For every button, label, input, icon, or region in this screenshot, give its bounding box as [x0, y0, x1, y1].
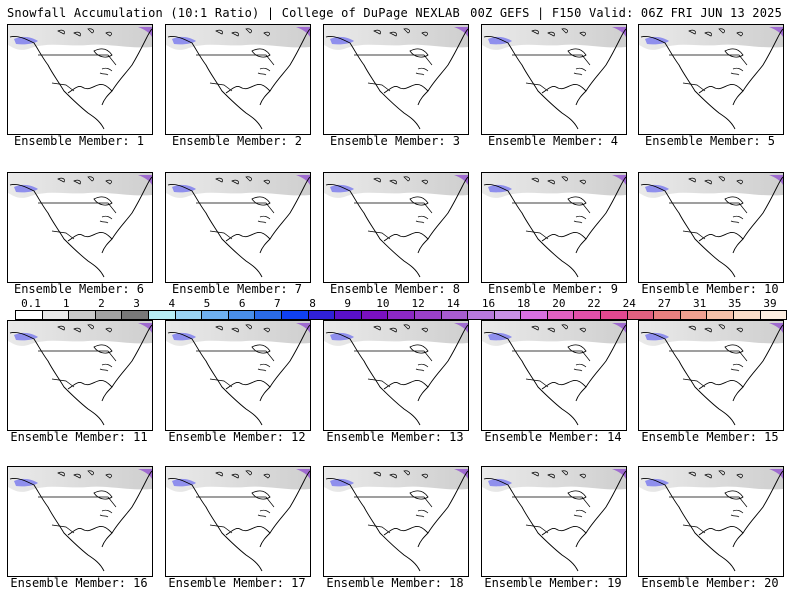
ensemble-member-6-map[interactable] [7, 172, 153, 283]
colorbar-tick-label: 5 [203, 297, 211, 310]
ensemble-member-6-label: Ensemble Member: 6 [13, 282, 145, 296]
colorbar-swatch [202, 311, 229, 319]
colorbar-swatch [95, 311, 123, 319]
colorbar-tick-label: 31 [692, 297, 707, 310]
colorbar-swatch [148, 311, 176, 319]
ensemble-member-1-map[interactable] [7, 24, 153, 135]
ensemble-member-5-map[interactable] [638, 24, 784, 135]
ensemble-member-10-map[interactable] [638, 172, 784, 283]
colorbar-tick-label: 2 [98, 297, 105, 310]
ensemble-member-8-label: Ensemble Member: 8 [329, 282, 461, 296]
ensemble-member-16-label: Ensemble Member: 16 [10, 576, 148, 590]
colorbar-tick-label: 7 [274, 297, 281, 310]
colorbar-swatch [627, 311, 655, 319]
ensemble-member-15-map[interactable] [638, 320, 784, 431]
ensemble-member-5-label: Ensemble Member: 5 [644, 134, 776, 148]
colorbar-tick-label: 39 [763, 297, 777, 310]
colorbar-tick-label: 0.1 [21, 297, 41, 310]
colorbar-tick-label: 3 [133, 297, 140, 310]
colorbar-swatch [441, 311, 469, 319]
ensemble-member-2-map[interactable] [165, 24, 311, 135]
ensemble-member-13-map[interactable] [323, 320, 469, 431]
ensemble-member-19-label: Ensemble Member: 19 [484, 576, 622, 590]
colorbar-swatch [521, 311, 548, 319]
colorbar-tick-label: 22 [587, 297, 601, 310]
colorbar-swatch [707, 311, 735, 319]
colorbar-tick-label: 6 [238, 297, 246, 310]
ensemble-member-19-map[interactable] [481, 466, 627, 577]
ensemble-member-17-map[interactable] [165, 466, 311, 577]
colorbar-tick-label: 20 [552, 297, 566, 310]
colorbar-swatch [654, 311, 681, 319]
ensemble-member-14-map[interactable] [481, 320, 627, 431]
colorbar-swatch [335, 311, 362, 319]
colorbar-tick-label: 8 [309, 297, 316, 310]
colorbar-tick-label: 1 [62, 297, 70, 310]
colorbar-swatch [680, 311, 708, 319]
colorbar-swatch [388, 311, 415, 319]
colorbar-tick-label: 4 [168, 297, 176, 310]
ensemble-member-12-map[interactable] [165, 320, 311, 431]
colorbar-swatch [122, 311, 149, 319]
ensemble-member-4-label: Ensemble Member: 4 [487, 134, 619, 148]
colorbar-swatch [547, 311, 575, 319]
ensemble-member-3-map[interactable] [323, 24, 469, 135]
colorbar-swatch [361, 311, 389, 319]
ensemble-member-14-label: Ensemble Member: 14 [484, 430, 622, 444]
colorbar-tick-label: 35 [728, 297, 742, 310]
ensemble-member-3-label: Ensemble Member: 3 [329, 134, 461, 148]
colorbar-swatch [601, 311, 628, 319]
colorbar-swatch [494, 311, 522, 319]
colorbar-swatch [414, 311, 442, 319]
map-title: Snowfall Accumulation (10:1 Ratio) | Col… [7, 6, 460, 20]
colorbar-tick-label: 12 [411, 297, 425, 310]
model-valid-time: 00Z GEFS | F150 Valid: 06Z FRI JUN 13 20… [470, 6, 782, 20]
ensemble-member-16-map[interactable] [7, 466, 153, 577]
colorbar-tick-label: 16 [481, 297, 496, 310]
colorbar-swatch [42, 311, 70, 319]
colorbar-swatch [255, 311, 282, 319]
ensemble-member-9-map[interactable] [481, 172, 627, 283]
ensemble-member-4-map[interactable] [481, 24, 627, 135]
ensemble-member-15-label: Ensemble Member: 15 [641, 430, 779, 444]
colorbar-tick-label: 10 [376, 297, 390, 310]
colorbar-tick-label: 24 [622, 297, 636, 310]
ensemble-member-1-label: Ensemble Member: 1 [13, 134, 145, 148]
colorbar-tick-label: 18 [517, 297, 531, 310]
colorbar-tick-label: 14 [446, 297, 460, 310]
colorbar-swatch [308, 311, 336, 319]
colorbar-swatch [228, 311, 256, 319]
ensemble-member-13-label: Ensemble Member: 13 [326, 430, 464, 444]
ensemble-member-8-map[interactable] [323, 172, 469, 283]
ensemble-member-18-label: Ensemble Member: 18 [326, 576, 464, 590]
ensemble-member-11-label: Ensemble Member: 11 [10, 430, 148, 444]
colorbar-tick-label: 9 [344, 297, 352, 310]
ensemble-member-18-map[interactable] [323, 466, 469, 577]
colorbar-tick-label: 27 [657, 297, 672, 310]
ensemble-member-12-label: Ensemble Member: 12 [168, 430, 306, 444]
ensemble-member-20-map[interactable] [638, 466, 784, 577]
colorbar-swatch [468, 311, 495, 319]
ensemble-member-7-map[interactable] [165, 172, 311, 283]
snowfall-colorbar [15, 310, 787, 320]
ensemble-member-10-label: Ensemble Member: 10 [641, 282, 779, 296]
colorbar-swatch [734, 311, 761, 319]
colorbar-swatch [69, 311, 96, 319]
colorbar-swatch [16, 311, 43, 319]
ensemble-member-9-label: Ensemble Member: 9 [487, 282, 619, 296]
ensemble-member-2-label: Ensemble Member: 2 [171, 134, 303, 148]
ensemble-member-7-label: Ensemble Member: 7 [171, 282, 303, 296]
colorbar-swatch [760, 311, 787, 319]
colorbar-swatch [175, 311, 203, 319]
ensemble-member-20-label: Ensemble Member: 20 [641, 576, 779, 590]
ensemble-member-17-label: Ensemble Member: 17 [168, 576, 306, 590]
colorbar-swatch [281, 311, 309, 319]
ensemble-member-11-map[interactable] [7, 320, 153, 431]
colorbar-swatch [574, 311, 602, 319]
